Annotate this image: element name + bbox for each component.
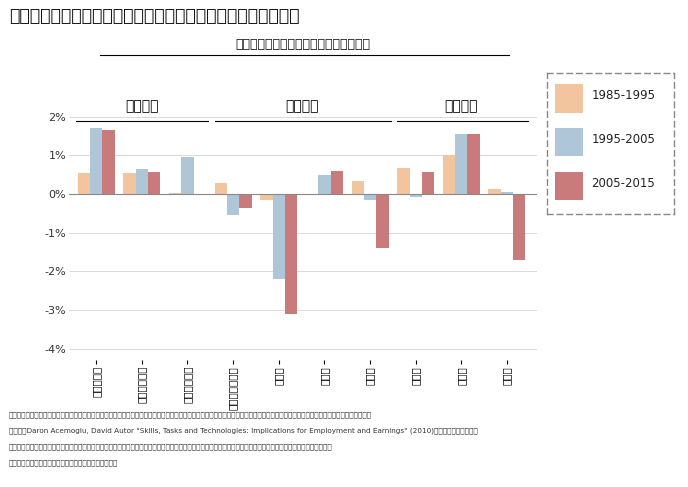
Bar [260,194,272,200]
Bar [90,129,103,194]
Bar [376,194,389,248]
Bar [409,194,422,197]
Bar [215,183,227,194]
Bar [272,194,285,279]
Bar [78,173,90,194]
Bar [352,181,364,194]
Text: （出所）総務省「国勢調査」を基に経済産業省が作成。: （出所）総務省「国勢調査」を基に経済産業省が作成。 [9,460,118,467]
Text: （注１）「労働市場の両極化」は、専門・技術職等の高スキル職や、医療・対個人サービス職等の低スキル職で就業者が増加する一方、製造職や事務職等の中スキル職が減少する: （注１）「労働市場の両極化」は、専門・技術職等の高スキル職や、医療・対個人サービ… [9,412,372,418]
Bar [513,194,526,260]
Text: 前頁の米国の分析と異なり、職業者数のシェア変化であること、全年齢が対象であること、清掃・警備職には自衛官を含む（米国は軍人を除外）ことに留意。: 前頁の米国の分析と異なり、職業者数のシェア変化であること、全年齢が対象であること… [9,444,333,450]
Bar [422,171,434,194]
Bar [455,134,467,194]
Text: 1995-2005: 1995-2005 [592,133,656,146]
Bar [319,175,330,194]
Text: 1985-1995: 1985-1995 [592,89,656,102]
Bar [103,130,115,194]
Bar [555,128,583,156]
Bar [148,171,160,194]
Bar [285,194,297,314]
Bar [501,192,513,194]
Text: 中スキル: 中スキル [285,100,319,113]
Bar [555,84,583,112]
Text: 低スキル: 低スキル [125,100,158,113]
Text: 日本における職業別就業者シェアの変化: 日本における職業別就業者シェアの変化 [235,38,370,51]
Bar [169,193,182,194]
Bar [330,171,343,194]
Bar [182,157,193,194]
Text: （注２）Daron Acemoglu, David Autor "Skills, Tasks and Technologies: Implications fo: （注２）Daron Acemoglu, David Autor "Skills,… [9,428,477,434]
Bar [136,169,148,194]
Bar [239,194,252,207]
Text: 日本においても、「労働市場の両極化」の兆候が確認できる。: 日本においても、「労働市場の両極化」の兆候が確認できる。 [9,7,299,25]
Bar [467,134,480,194]
Bar [364,194,376,200]
Bar [555,172,583,200]
Bar [488,189,501,194]
Bar [443,155,455,194]
Text: 2005-2015: 2005-2015 [592,177,655,190]
Bar [123,173,136,194]
Text: 高スキル: 高スキル [444,100,478,113]
Bar [227,194,239,215]
Bar [397,168,409,194]
